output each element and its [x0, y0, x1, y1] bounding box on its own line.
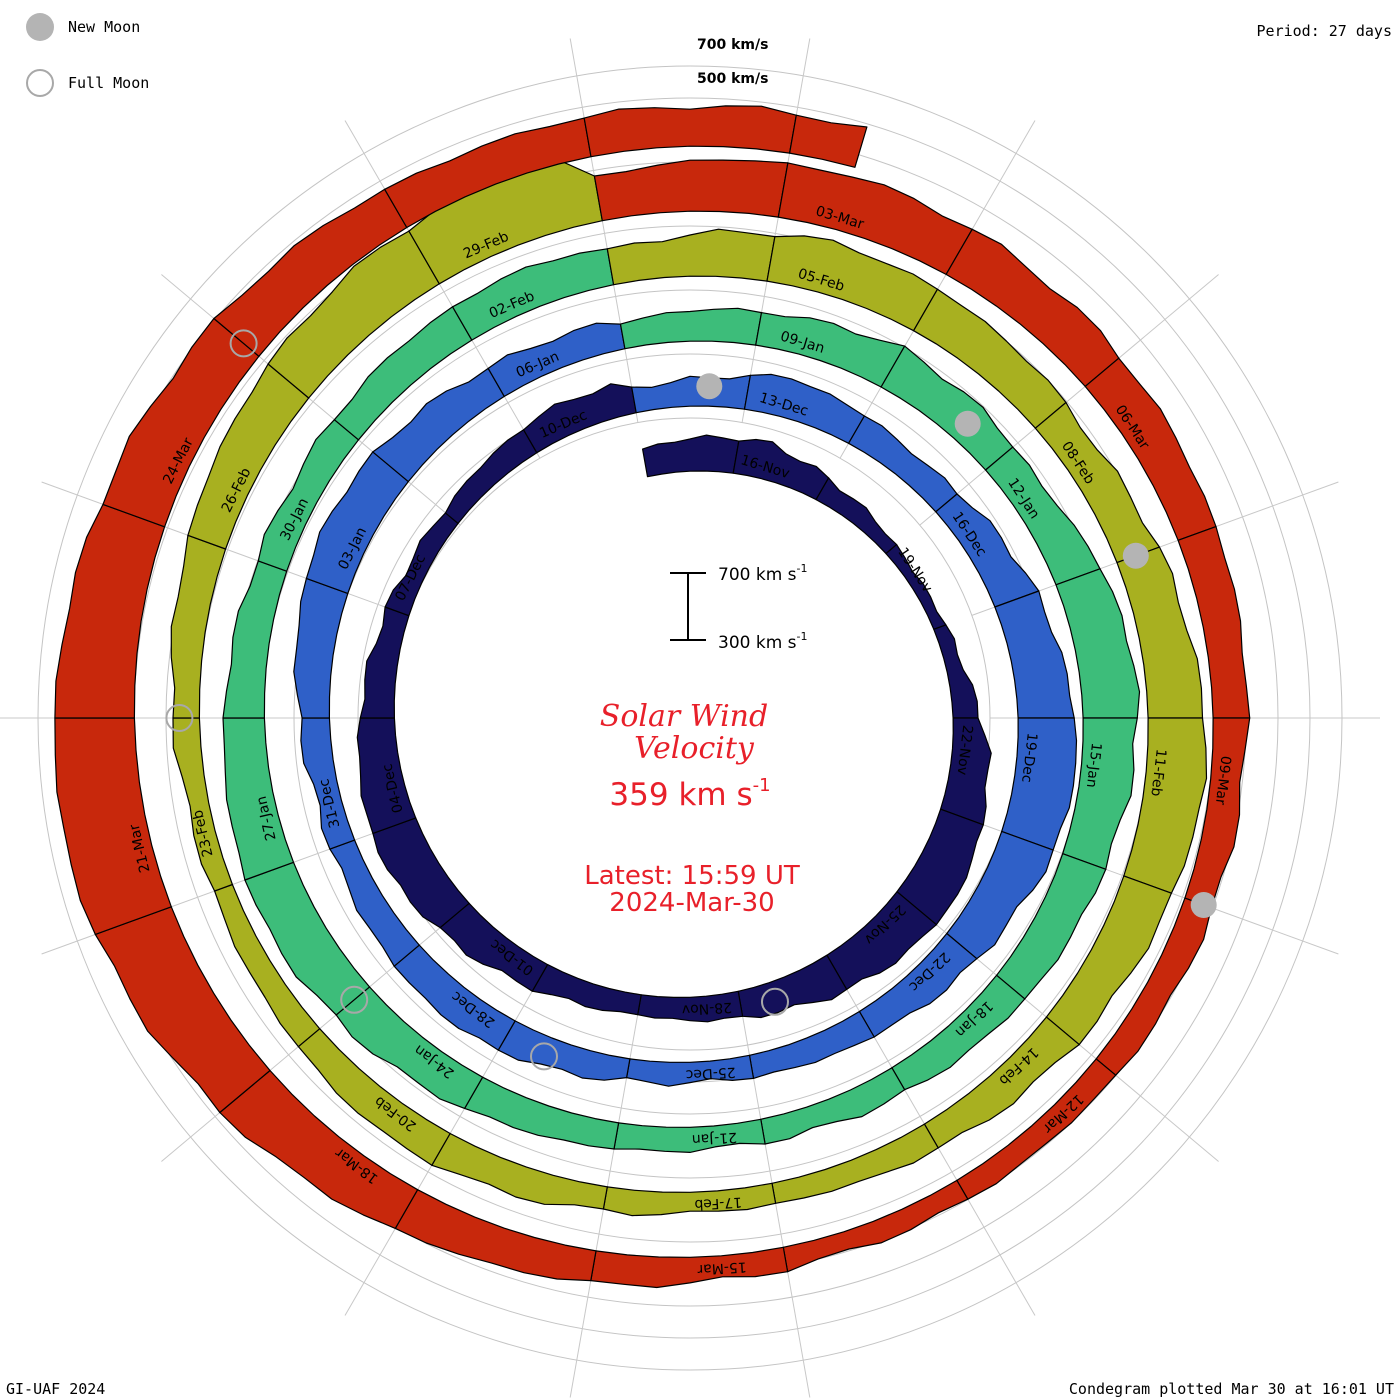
legend-full-moon-label: Full Moon [68, 74, 150, 92]
date-label: 15-Mar [697, 1258, 747, 1277]
velocity-segment [497, 1020, 631, 1081]
moon-markers [165, 329, 1217, 1071]
velocity-segment [464, 1076, 620, 1150]
velocity-segment [359, 606, 410, 719]
velocity-segment [994, 590, 1075, 719]
velocity-segment [583, 105, 797, 158]
velocity-segment [737, 954, 848, 1019]
full-moon-marker [530, 1042, 558, 1071]
velocity-bands [54, 105, 1251, 1289]
velocity-segment [613, 1118, 766, 1154]
guide-spoke [741, 38, 811, 423]
full-moon-marker [165, 704, 194, 732]
scalebar-top-label: 700 km s-1 [718, 562, 808, 585]
full-moon-icon [26, 69, 54, 97]
new-moon-marker [954, 410, 981, 437]
date-label: 21-Jan [691, 1129, 737, 1148]
velocity-segment [170, 534, 227, 719]
title-line-2: Velocity [634, 731, 755, 766]
footer-credit: GI-UAF 2024 [6, 1380, 106, 1398]
date-label: 17-Feb [694, 1194, 743, 1213]
new-moon-marker [696, 373, 723, 400]
scalebar-bottom-label: 300 km s-1 [718, 630, 808, 653]
center-readout: Solar Wind Velocity 359 km s-1 Latest: 1… [584, 699, 800, 918]
velocity-segment [54, 503, 166, 719]
footer-plotted: Condegram plotted Mar 30 at 16:01 UT [1068, 1380, 1394, 1398]
velocity-segment [619, 307, 763, 350]
velocity-segment [531, 963, 642, 1016]
date-label: 09-Mar [1212, 755, 1234, 806]
velocity-segment [760, 1067, 906, 1145]
velocity-segment [641, 434, 740, 478]
date-label: 11-Feb [1147, 748, 1168, 797]
legend-new-moon-label: New Moon [68, 18, 141, 36]
velocity-segment [748, 1010, 875, 1080]
latest-time: Latest: 15:59 UT [584, 861, 800, 891]
legend-new-moon: New Moon [26, 13, 140, 41]
new-moon-icon [26, 13, 54, 41]
date-label: 15-Jan [1083, 742, 1104, 789]
guide-spoke [569, 38, 639, 423]
legend-full-moon: Full Moon [26, 69, 149, 97]
velocity-segment [293, 577, 349, 719]
velocity-segment [956, 1058, 1117, 1200]
velocity-segment [172, 717, 233, 892]
date-label: 25-Dec [685, 1064, 736, 1083]
date-label: 22-Nov [953, 724, 975, 776]
scale-label-500: 500 km/s [697, 71, 768, 87]
date-label: 19-Dec [1018, 732, 1040, 783]
velocity-segment [933, 624, 979, 719]
current-speed: 359 km s-1 [609, 775, 770, 813]
speed-scalebar: 700 km s-1 300 km s-1 [670, 562, 808, 653]
new-moon-marker [1122, 542, 1149, 569]
scale-label-700: 700 km/s [697, 37, 768, 53]
velocity-segment [602, 1182, 777, 1217]
new-moon-marker [1190, 892, 1217, 918]
velocity-segment [444, 429, 538, 525]
velocity-segment [590, 1246, 789, 1289]
full-moon-marker [340, 985, 369, 1014]
velocity-segment [54, 717, 172, 936]
velocity-segment [788, 114, 868, 168]
full-moon-marker [761, 987, 789, 1016]
guide-spoke [161, 274, 461, 526]
latest-date: 2024-Mar-30 [609, 888, 774, 918]
guide-spoke [919, 274, 1219, 526]
title-line-1: Solar Wind [600, 699, 768, 734]
date-label: 28-Nov [681, 999, 732, 1018]
velocity-segment [606, 228, 776, 286]
velocity-segment [593, 159, 789, 222]
velocity-segment [847, 415, 958, 513]
velocity-segment [631, 374, 752, 414]
velocity-segment [771, 1123, 939, 1204]
full-moon-marker [229, 329, 258, 358]
period-label: Period: 27 days [1256, 22, 1392, 40]
guide-spoke [344, 120, 541, 459]
velocity-segment [222, 560, 288, 719]
